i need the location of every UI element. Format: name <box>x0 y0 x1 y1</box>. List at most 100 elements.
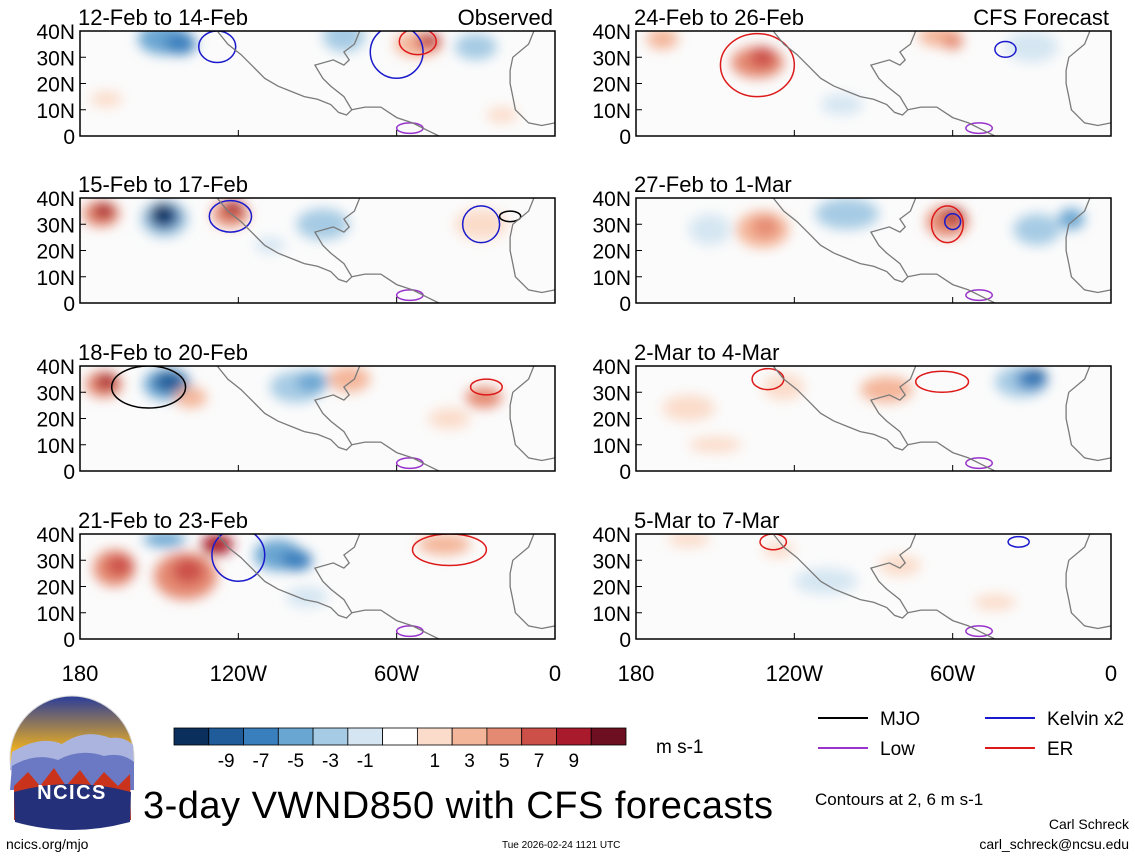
field-blob <box>667 534 710 548</box>
y-tick-label: 30N <box>592 47 631 70</box>
legend-label: ER <box>1047 739 1073 760</box>
contour-line <box>198 31 237 64</box>
coastline-north-america <box>772 366 917 451</box>
contour-line <box>411 534 488 567</box>
y-tick-label: 0 <box>63 629 75 652</box>
coastline-north-america <box>216 31 361 116</box>
coastline-africa <box>509 366 555 462</box>
y-tick-label: 10N <box>36 603 75 626</box>
ncics-logo: NCICS <box>9 695 135 830</box>
y-tick-label: 20N <box>592 241 631 264</box>
colorbar-label: -1 <box>357 751 374 772</box>
panel-field <box>80 198 555 303</box>
field-blob <box>662 394 716 422</box>
field-blob <box>1005 31 1059 63</box>
panel-field <box>636 534 1111 639</box>
coastline-south-america <box>907 441 996 471</box>
y-tick-label: 40N <box>36 356 75 379</box>
contour-line <box>498 210 522 223</box>
colorbar-label: 9 <box>569 751 580 772</box>
y-tick-label: 0 <box>619 126 631 149</box>
field-blob <box>322 31 365 52</box>
colorbar-label: -5 <box>287 751 304 772</box>
colorbar-swatch <box>382 727 418 746</box>
field-blob <box>296 208 350 240</box>
colorbar-swatch <box>312 727 349 746</box>
x-tick-label: 120W <box>766 661 824 686</box>
contour-line <box>994 40 1017 58</box>
field-blob <box>646 31 679 50</box>
colorbar-label: -7 <box>252 751 269 772</box>
field-blob <box>153 371 186 393</box>
map-panels: 12-Feb to 14-Feb Observed010N20N30N40N15-… <box>36 5 1112 652</box>
y-tick-label: 30N <box>592 550 631 573</box>
y-tick-label: 30N <box>592 382 631 405</box>
panel-period: 18-Feb to 20-Feb <box>78 340 248 365</box>
contour-line <box>469 378 503 396</box>
coastline-north-america <box>216 198 361 283</box>
coastline-north-america <box>772 534 917 619</box>
colorbar-label: -9 <box>218 751 235 772</box>
y-tick-label: 10N <box>592 435 631 458</box>
field-blob <box>820 94 863 115</box>
contour-line <box>914 370 970 393</box>
y-tick-label: 40N <box>592 21 631 44</box>
field-blob <box>201 534 234 555</box>
colorbar-swatch <box>173 727 210 746</box>
y-tick-label: 10N <box>36 100 75 123</box>
y-tick-label: 30N <box>592 214 631 237</box>
coastline-africa <box>509 31 555 127</box>
field-blob <box>752 216 779 238</box>
panel-period: 2-Mar to 4-Mar <box>634 340 779 365</box>
coastline-south-america <box>907 106 996 136</box>
units-label: m s-1 <box>656 737 704 758</box>
author-email[interactable]: carl_schreck@ncsu.edu <box>979 836 1129 852</box>
y-tick-label: 0 <box>619 293 631 316</box>
x-tick-label: 180 <box>618 661 655 686</box>
field-blob <box>175 387 207 408</box>
panel-period: 24-Feb to 26-Feb <box>634 5 804 30</box>
panel-field <box>636 198 1111 303</box>
coastline-south-america <box>351 441 440 471</box>
panel-field <box>636 366 1111 471</box>
y-tick-label: 40N <box>592 356 631 379</box>
contour-line <box>211 534 266 582</box>
panel-period: 27-Feb to 1-Mar <box>634 172 792 197</box>
y-tick-label: 40N <box>592 524 631 547</box>
panel-period: 15-Feb to 17-Feb <box>78 172 248 197</box>
logo-text: NCICS <box>37 782 107 804</box>
y-tick-label: 40N <box>36 524 75 547</box>
field-shading <box>662 366 1048 453</box>
y-tick-label: 20N <box>592 577 631 600</box>
y-tick-label: 30N <box>36 47 75 70</box>
y-tick-label: 20N <box>36 74 75 97</box>
y-tick-label: 40N <box>36 188 75 211</box>
panel-4: 21-Feb to 23-Feb 0 10N 20N 30N 40N <box>36 508 556 652</box>
panel-field <box>80 366 555 471</box>
panel-8: 5-Mar to 7-Mar 0 10N 20N 30N 40N <box>592 508 1112 652</box>
field-shading <box>93 534 471 608</box>
site-link[interactable]: ncics.org/mjo <box>6 836 89 852</box>
field-blob <box>1058 208 1085 230</box>
y-tick-label: 40N <box>36 21 75 44</box>
colorbar-swatch <box>486 727 523 746</box>
field-blob <box>143 534 186 548</box>
x-tick-label: 120W <box>210 661 268 686</box>
panel-2: 15-Feb to 17-Feb 0 10N 20N 30N 40N <box>36 172 556 316</box>
colorbar-swatch <box>521 727 557 746</box>
colorbar: -9 -7 -5 -3 -1 1 3 5 7 9 <box>173 727 627 772</box>
y-tick-label: 10N <box>36 267 75 290</box>
colorbar-swatch <box>243 727 279 746</box>
y-tick-label: 0 <box>619 629 631 652</box>
field-blob <box>749 46 776 68</box>
contour-line <box>369 31 424 79</box>
coastline-africa <box>509 198 555 294</box>
panel-field <box>636 31 1111 136</box>
field-blob <box>688 436 742 453</box>
field-blob <box>296 371 329 393</box>
x-tick-label: 180 <box>62 661 99 686</box>
colorbar-label: 7 <box>534 751 545 772</box>
field-blob <box>172 557 205 584</box>
coastline-south-america <box>907 273 996 303</box>
